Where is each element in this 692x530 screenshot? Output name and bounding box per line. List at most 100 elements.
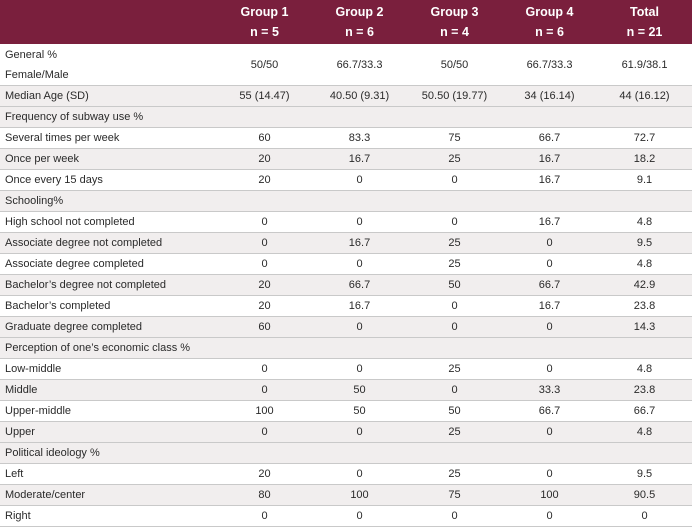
- table-row: High school not completed 0 0 0 16.7 4.8: [0, 211, 692, 233]
- row-label: Political ideology %: [0, 442, 217, 464]
- table-row: Upper 0 0 25 0 4.8: [0, 421, 692, 443]
- cell-value: 25: [407, 253, 502, 275]
- cell-value: 25: [407, 358, 502, 380]
- cell-value: 25: [407, 421, 502, 443]
- cell-value: 25: [407, 463, 502, 485]
- cell-value: 14.3: [597, 316, 692, 338]
- cell-value: [217, 190, 312, 212]
- cell-value: [217, 337, 312, 359]
- row-label: Once per week: [0, 148, 217, 170]
- row-label: Graduate degree completed: [0, 316, 217, 338]
- header-corner: [0, 0, 217, 44]
- cell-value: 25: [407, 232, 502, 254]
- cell-value: 0: [217, 379, 312, 401]
- table-row: Schooling%: [0, 190, 692, 212]
- cell-value: 4.8: [597, 358, 692, 380]
- cell-value: [407, 337, 502, 359]
- cell-value: 44 (16.12): [597, 85, 692, 107]
- cell-value: 0: [502, 253, 597, 275]
- cell-value: 0: [312, 463, 407, 485]
- cell-value: 20: [217, 169, 312, 191]
- cell-value: 23.8: [597, 379, 692, 401]
- cell-value: 20: [217, 148, 312, 170]
- cell-value: 72.7: [597, 127, 692, 149]
- cell-value: [312, 106, 407, 128]
- cell-value: 0: [502, 232, 597, 254]
- row-label: Moderate/center: [0, 484, 217, 506]
- row-label: Bachelor’s completed: [0, 295, 217, 317]
- cell-value: 0: [597, 505, 692, 527]
- row-label: Bachelor’s degree not completed: [0, 274, 217, 296]
- table-row: Left 20 0 25 0 9.5: [0, 463, 692, 485]
- table-row: Moderate/center 80 100 75 100 90.5: [0, 484, 692, 506]
- row-label: Perception of one’s economic class %: [0, 337, 217, 359]
- cell-value: 40.50 (9.31): [312, 85, 407, 107]
- cell-value: 50/50: [217, 44, 312, 86]
- row-label: Once every 15 days: [0, 169, 217, 191]
- cell-value: 0: [407, 295, 502, 317]
- cell-value: 0: [502, 463, 597, 485]
- table-row: Median Age (SD) 55 (14.47) 40.50 (9.31) 50.…: [0, 85, 692, 107]
- cell-value: 0: [217, 211, 312, 233]
- row-label: Upper-middle: [0, 400, 217, 422]
- cell-value: [407, 442, 502, 464]
- row-label: Several times per week: [0, 127, 217, 149]
- cell-value: 60: [217, 316, 312, 338]
- table-row: Once per week 20 16.7 25 16.7 18.2: [0, 148, 692, 170]
- cell-value: 0: [407, 169, 502, 191]
- cell-value: 0: [217, 358, 312, 380]
- cell-value: [597, 106, 692, 128]
- cell-value: [597, 190, 692, 212]
- table-row: Once every 15 days 20 0 0 16.7 9.1: [0, 169, 692, 191]
- table-row: General % Female/Male 50/50 66.7/33.3 50/50 6…: [0, 44, 692, 86]
- cell-value: 100: [502, 484, 597, 506]
- cell-value: 33.3: [502, 379, 597, 401]
- cell-value: 50: [407, 400, 502, 422]
- cell-value: 0: [217, 253, 312, 275]
- cell-value: 0: [502, 358, 597, 380]
- cell-value: 42.9: [597, 274, 692, 296]
- row-label: Upper: [0, 421, 217, 443]
- cell-value: 0: [407, 211, 502, 233]
- cell-value: 0: [312, 169, 407, 191]
- cell-value: [312, 337, 407, 359]
- cell-value: 4.8: [597, 421, 692, 443]
- cell-value: 16.7: [312, 148, 407, 170]
- cell-value: 66.7: [597, 400, 692, 422]
- cell-value: 0: [312, 505, 407, 527]
- cell-value: 100: [312, 484, 407, 506]
- cell-value: 50/50: [407, 44, 502, 86]
- cell-value: 0: [502, 316, 597, 338]
- cell-value: [407, 106, 502, 128]
- cell-value: 66.7/33.3: [312, 44, 407, 86]
- cell-value: 83.3: [312, 127, 407, 149]
- table-row: Bachelor’s degree not completed 20 66.7 50 6…: [0, 274, 692, 296]
- cell-value: 50: [312, 379, 407, 401]
- cell-value: 100: [217, 400, 312, 422]
- row-label: Left: [0, 463, 217, 485]
- cell-value: 66.7/33.3: [502, 44, 597, 86]
- table-body: General % Female/Male 50/50 66.7/33.3 50/50 6…: [0, 44, 692, 527]
- cell-value: [502, 337, 597, 359]
- cell-value: 16.7: [312, 232, 407, 254]
- cell-value: 50.50 (19.77): [407, 85, 502, 107]
- cell-value: 0: [217, 421, 312, 443]
- cell-value: [312, 190, 407, 212]
- cell-value: 16.7: [502, 148, 597, 170]
- cell-value: [502, 106, 597, 128]
- cell-value: 23.8: [597, 295, 692, 317]
- cell-value: 66.7: [502, 274, 597, 296]
- row-label: Middle: [0, 379, 217, 401]
- row-label: Low-middle: [0, 358, 217, 380]
- table-row: Several times per week 60 83.3 75 66.7 72.7: [0, 127, 692, 149]
- row-label: Right: [0, 505, 217, 527]
- cell-value: 0: [407, 379, 502, 401]
- cell-value: 20: [217, 463, 312, 485]
- table-row: Right 0 0 0 0 0: [0, 505, 692, 527]
- row-label: Associate degree not completed: [0, 232, 217, 254]
